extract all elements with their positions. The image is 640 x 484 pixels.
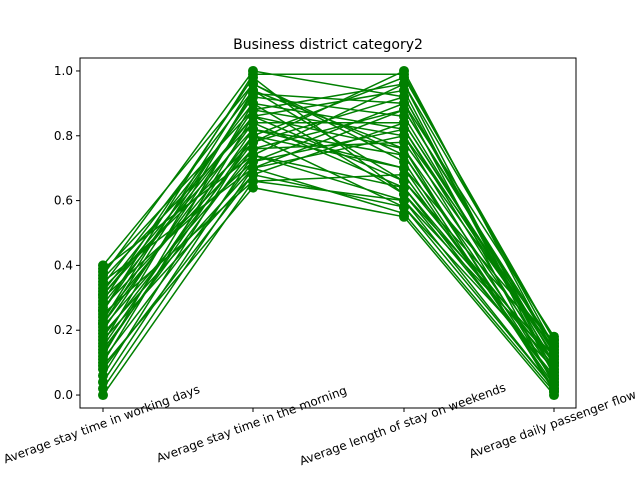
data-point-35-0 [98, 334, 108, 345]
series-line-34 [102, 134, 555, 390]
data-point-34-2 [399, 202, 409, 213]
data-point-33-0 [98, 260, 108, 271]
series-line-9 [102, 128, 555, 383]
y-tick-label: 0.8 [54, 129, 73, 143]
series-line-23 [102, 102, 555, 386]
series-line-31 [102, 109, 555, 383]
data-point-36-2 [399, 69, 409, 80]
series-line-33 [102, 83, 555, 373]
series-line-15 [102, 122, 555, 354]
series-line-21 [102, 89, 555, 376]
y-axis: 0.0 0.2 0.4 0.6 0.8 1.0 [54, 64, 80, 402]
series-line-25 [102, 102, 555, 370]
series-line-37 [102, 186, 555, 396]
data-point-39-0 [98, 318, 108, 329]
data-point-33-1 [248, 78, 258, 89]
y-tick-label: 0.0 [54, 388, 73, 402]
data-point-34-1 [248, 130, 258, 141]
data-point-38-3 [549, 357, 559, 368]
data-point-36-0 [98, 305, 108, 316]
series-line-39 [102, 92, 555, 338]
y-tick-label: 0.4 [54, 258, 73, 272]
data-point-37-0 [98, 360, 108, 371]
series-line-22 [102, 76, 555, 357]
data-point-35-1 [248, 169, 258, 180]
data-point-38-0 [98, 289, 108, 300]
series-line-36 [102, 73, 555, 347]
series-markers [98, 65, 559, 401]
data-point-31-2 [399, 130, 409, 141]
data-point-39-3 [549, 331, 559, 342]
data-point-38-2 [399, 176, 409, 187]
y-tick-label: 0.6 [54, 194, 73, 208]
data-point-36-3 [549, 341, 559, 352]
data-point-33-3 [549, 367, 559, 378]
plot-frame [79, 57, 577, 409]
data-point-39-2 [399, 98, 409, 109]
data-point-37-3 [549, 390, 559, 401]
series-line-29 [102, 121, 555, 367]
data-point-35-2 [399, 117, 409, 128]
data-point-39-1 [248, 88, 258, 99]
data-point-33-2 [399, 150, 409, 161]
series-lines [102, 69, 555, 396]
series-line-38 [102, 115, 555, 364]
series-line-4 [102, 173, 555, 370]
data-point-36-1 [248, 69, 258, 80]
x-axis: Average stay time in working daysAverage… [2, 380, 639, 468]
data-point-34-0 [98, 347, 108, 358]
chart-title: Business district category2 [233, 37, 423, 53]
y-tick-label: 0.2 [54, 323, 73, 337]
data-point-32-2 [399, 78, 409, 89]
y-tick-label: 1.0 [54, 64, 73, 78]
data-point-38-1 [248, 111, 258, 122]
data-point-37-1 [248, 182, 258, 193]
data-point-32-1 [248, 150, 258, 161]
data-point-24-2 [399, 163, 409, 174]
series-line-30 [102, 70, 555, 360]
data-point-37-2 [399, 211, 409, 222]
series-line-20 [102, 141, 555, 351]
